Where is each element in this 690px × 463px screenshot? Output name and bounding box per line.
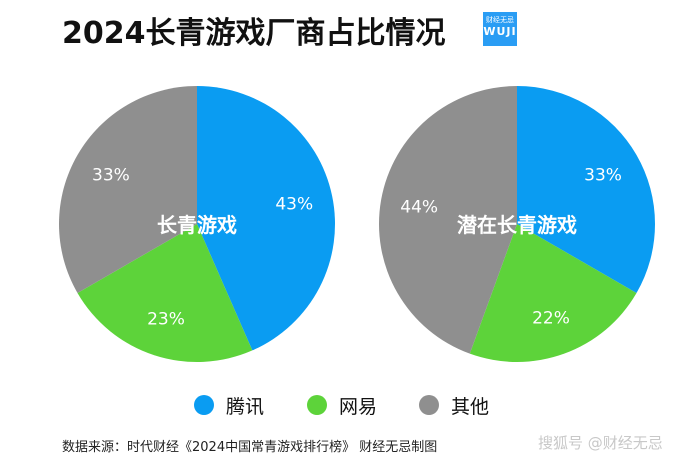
legend-label-other: 其他 xyxy=(451,395,490,418)
pie2-value-label-other: 44% xyxy=(400,198,438,218)
legend-swatch-netease xyxy=(307,395,327,415)
legend-swatch-other xyxy=(419,395,439,415)
legend-label-netease: 网易 xyxy=(339,395,378,418)
pie2-slice-tencent xyxy=(517,86,655,293)
data-source-note: 数据来源：时代财经《2024中国常青游戏排行榜》 财经无忌制图 xyxy=(62,440,438,455)
pie2-slice-netease xyxy=(469,224,637,362)
chart-title: 2024长青游戏厂商占比情况 xyxy=(62,16,446,51)
pie1-value-label-other: 33% xyxy=(92,165,130,185)
logo-small-text: 财经无忌 xyxy=(486,16,514,24)
legend-item-tencent: 腾讯 xyxy=(194,390,264,420)
pie2-value-label-netease: 22% xyxy=(532,308,570,328)
pie1-center-title: 长青游戏 xyxy=(157,213,237,237)
pie1-value-label-tencent: 43% xyxy=(275,195,313,215)
pie2-value-label-tencent: 33% xyxy=(584,165,622,185)
pie2-slice-other xyxy=(379,86,517,354)
watermark: 搜狐号 @财经无忌 xyxy=(538,434,663,452)
pie2-center-title: 潜在长青游戏 xyxy=(457,213,577,237)
legend-item-other: 其他 xyxy=(419,390,489,420)
pie1-slice-other xyxy=(59,86,198,293)
pie1-slice-tencent xyxy=(197,86,335,351)
legend-item-netease: 网易 xyxy=(307,390,377,420)
pie1-value-label-netease: 23% xyxy=(147,309,185,329)
pie1-slice-netease xyxy=(77,224,253,362)
logo-big-text: WUJI xyxy=(483,25,517,38)
legend: 腾讯 网易 其他 xyxy=(0,390,690,420)
legend-label-tencent: 腾讯 xyxy=(226,395,265,418)
legend-swatch-tencent xyxy=(194,395,214,415)
brand-logo: 财经无忌 WUJI xyxy=(483,12,517,46)
